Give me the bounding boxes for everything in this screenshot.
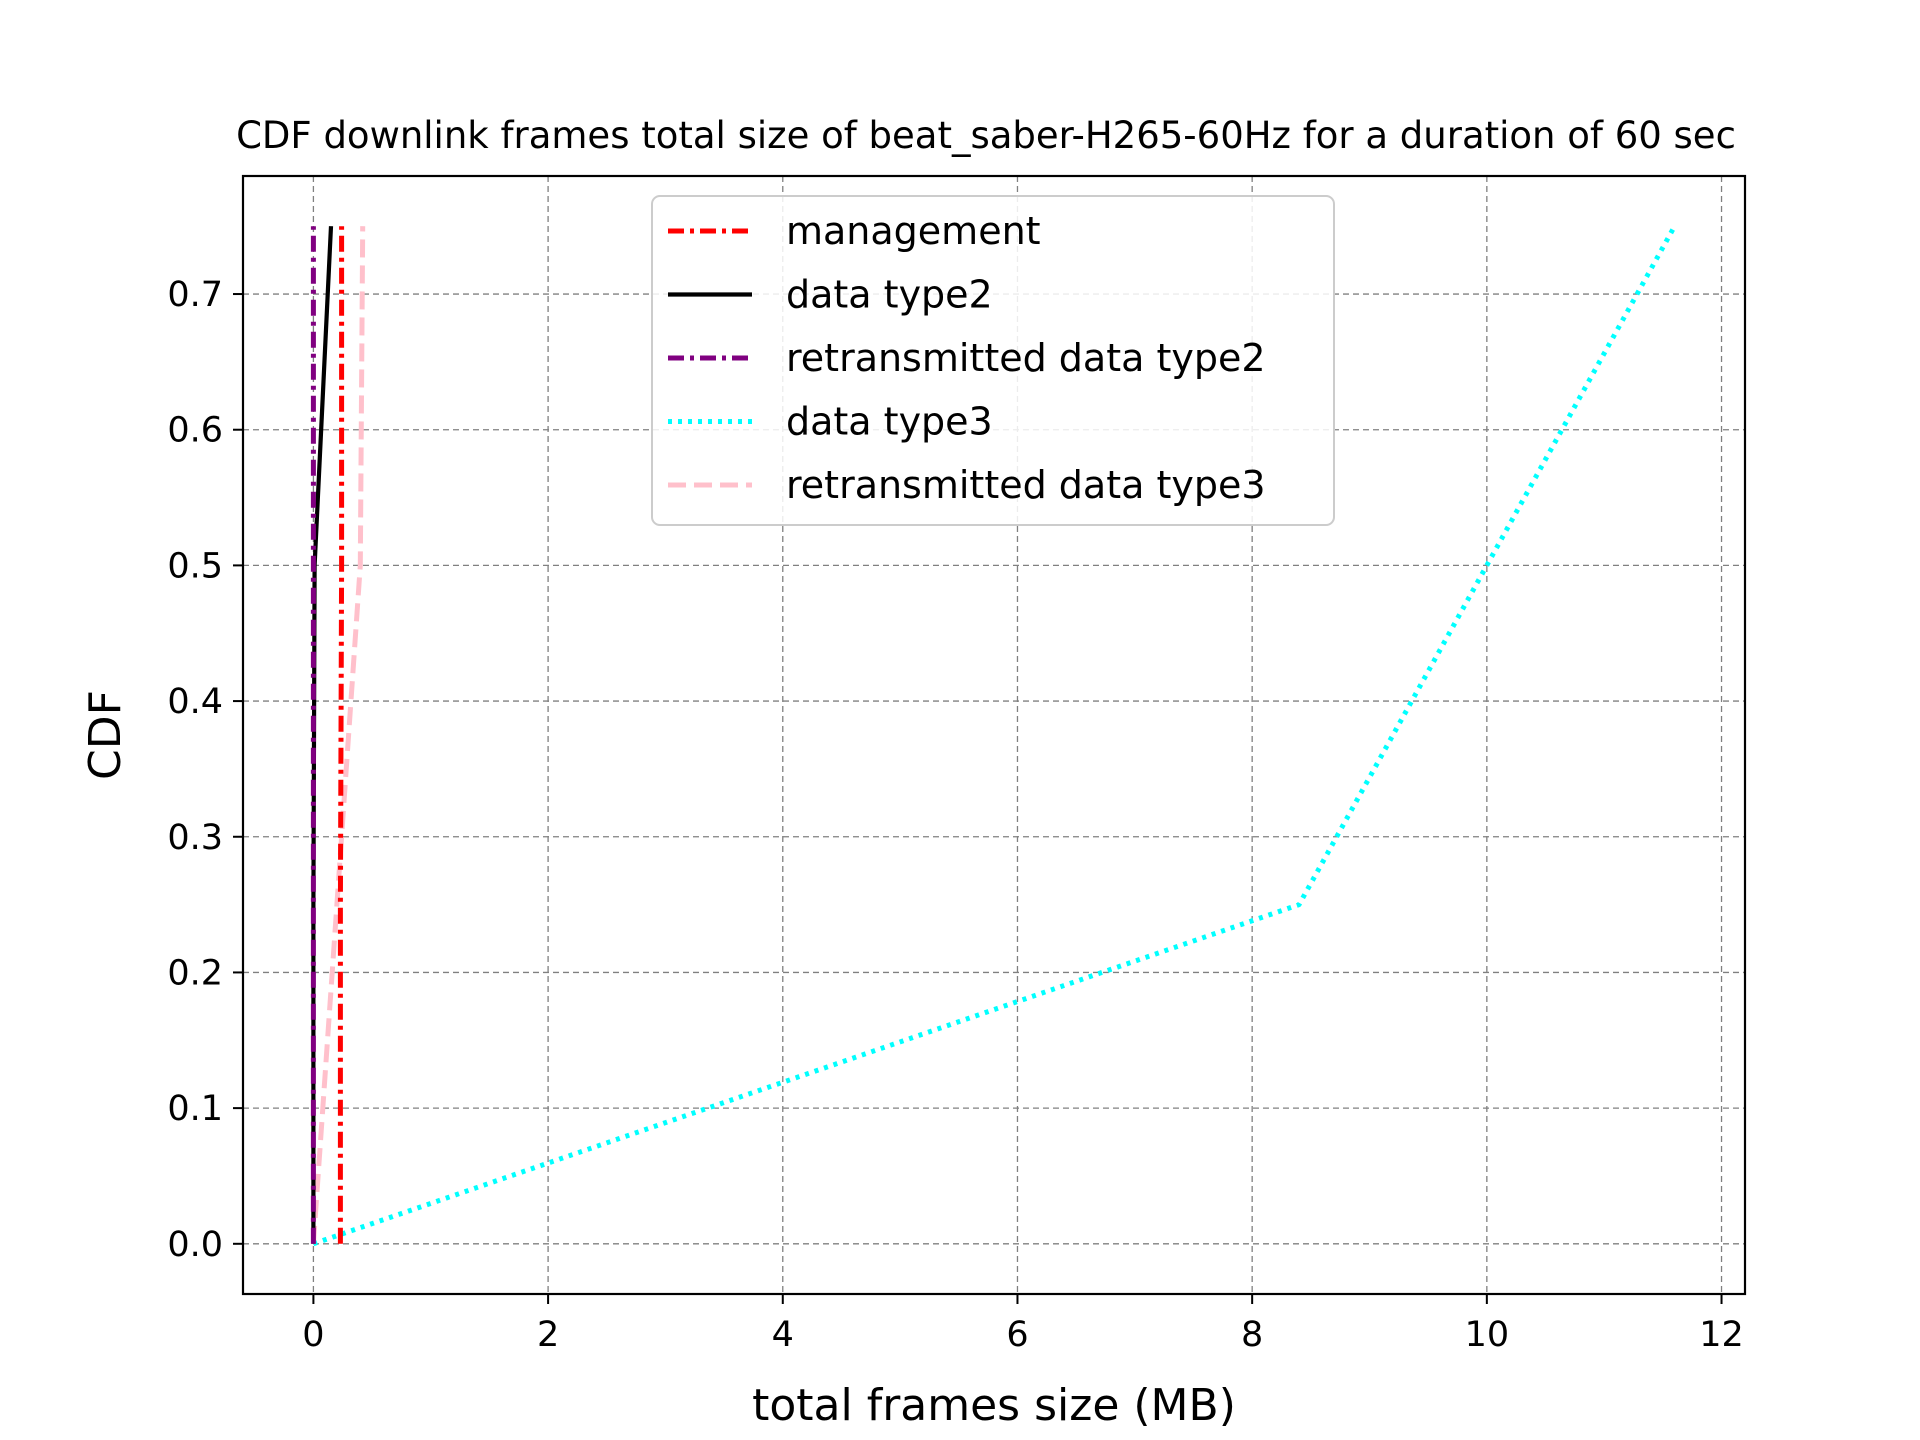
legend: management data type2 retransmitted data t… xyxy=(651,195,1335,526)
x-axis-label: total frames size (MB) xyxy=(752,1380,1236,1431)
plot-frame xyxy=(241,174,1747,1296)
y-tick-label: 0.4 xyxy=(167,682,223,722)
y-tick-label: 0.3 xyxy=(167,818,223,858)
x-tick-label: 10 xyxy=(1465,1315,1510,1355)
series-group xyxy=(310,224,1677,1247)
y-tick-label: 0.0 xyxy=(167,1225,223,1265)
y-tick-label: 0.5 xyxy=(167,546,223,586)
ticks: 0 2 4 6 8 10 12 0.0 0.1 0.2 0.3 0.4 0.5 0.6 0.7 xyxy=(167,275,1743,1355)
series-line-3 xyxy=(312,224,1677,1247)
y-tick-label: 0.7 xyxy=(167,275,223,315)
y-axis-label: CDF xyxy=(80,690,131,780)
x-tick-label: 12 xyxy=(1699,1315,1744,1355)
legend-label-0: management xyxy=(786,209,1041,253)
legend-label-1: data type2 xyxy=(786,273,993,317)
legend-label-3: data type3 xyxy=(786,400,993,444)
x-tick-label: 8 xyxy=(1241,1315,1263,1355)
legend-label-2: retransmitted data type2 xyxy=(786,336,1266,380)
series-line-0 xyxy=(337,226,345,1244)
legend-label-4: retransmitted data type3 xyxy=(786,463,1266,507)
chart-title: CDF downlink frames total size of beat_s… xyxy=(236,114,1736,157)
legend-box xyxy=(651,195,1335,526)
x-tick-label: 0 xyxy=(302,1315,324,1355)
y-tick-label: 0.6 xyxy=(167,411,223,451)
x-tick-label: 6 xyxy=(1006,1315,1028,1355)
x-tick-label: 4 xyxy=(772,1315,794,1355)
x-tick-label: 2 xyxy=(537,1315,559,1355)
y-tick-label: 0.2 xyxy=(167,953,223,993)
series-line-4 xyxy=(310,226,366,1244)
y-tick-label: 0.1 xyxy=(167,1089,223,1129)
legend-items: management data type2 retransmitted data t… xyxy=(668,209,1266,507)
